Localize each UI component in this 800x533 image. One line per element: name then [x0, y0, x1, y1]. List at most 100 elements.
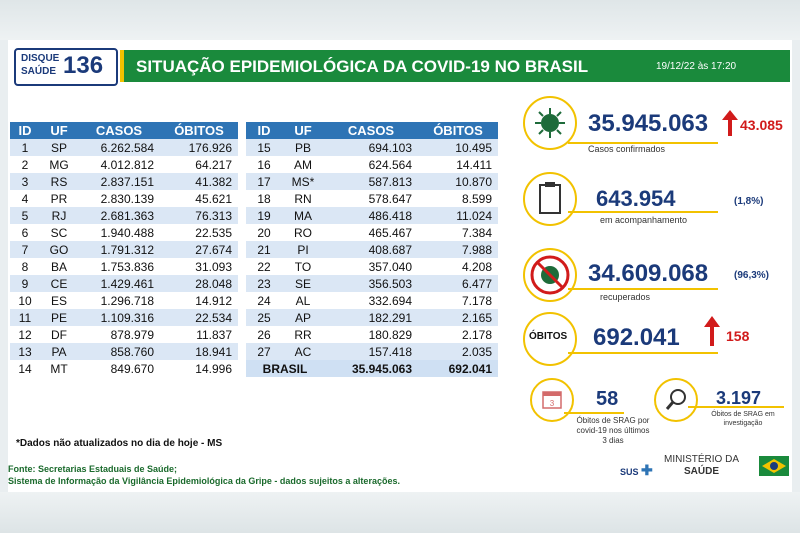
table-row: 6 SC 1.940.488 22.535 [10, 224, 238, 241]
cell-obitos: 2.165 [418, 309, 498, 326]
cell-uf: GO [40, 241, 78, 258]
cell-obitos: 28.048 [160, 275, 238, 292]
logo-line2: SAÚDE [21, 66, 57, 77]
monitoring-label: em acompanhamento [600, 215, 688, 225]
cell-uf: RR [282, 326, 324, 343]
cell-obitos: 11.024 [418, 207, 498, 224]
clipboard-icon [539, 182, 561, 214]
cell-obitos: 27.674 [160, 241, 238, 258]
infographic-card: DISQUE SAÚDE 136 SITUAÇÃO EPIDEMIOLÓGICA… [8, 40, 792, 492]
cell-obitos: 7.178 [418, 292, 498, 309]
table-row: 22 TO 357.040 4.208 [246, 258, 498, 275]
cell-casos: 180.829 [324, 326, 418, 343]
cell-casos: 1.753.836 [78, 258, 160, 275]
recovered-label: recuperados [600, 292, 651, 302]
cell-uf: TO [282, 258, 324, 275]
source-note: Fonte: Secretarias Estaduais de Saúde; S… [8, 463, 400, 487]
header-id: ID [10, 122, 40, 139]
cell-uf: PE [40, 309, 78, 326]
cell-obitos: 22.534 [160, 309, 238, 326]
cell-uf: PB [282, 139, 324, 156]
table-row: 9 CE 1.429.461 28.048 [10, 275, 238, 292]
srag-investigation-icon-ring [654, 378, 698, 422]
cell-obitos: 14.996 [160, 360, 238, 377]
cell-obitos: 176.926 [160, 139, 238, 156]
cell-uf: AC [282, 343, 324, 360]
cell-uf: RO [282, 224, 324, 241]
cross-icon: ✚ [641, 462, 653, 478]
cell-id: 22 [246, 258, 282, 275]
cell-uf: AM [282, 156, 324, 173]
deaths-badge: ÓBITOS [529, 331, 568, 342]
cell-uf: AP [282, 309, 324, 326]
cell-casos: 1.429.461 [78, 275, 160, 292]
footnote: *Dados não atualizados no dia de hoje - … [16, 438, 223, 449]
cell-obitos: 22.535 [160, 224, 238, 241]
states-table-left: ID UF CASOS ÓBITOS 1 SP 6.262.584 176.926 2 M… [10, 122, 238, 377]
table-row: 27 AC 157.418 2.035 [246, 343, 498, 360]
cell-uf: BA [40, 258, 78, 275]
cell-casos: 2.830.139 [78, 190, 160, 207]
cell-casos: 157.418 [324, 343, 418, 360]
monitoring-value: 643.954 [596, 186, 676, 211]
cell-casos: 465.467 [324, 224, 418, 241]
cell-casos: 578.647 [324, 190, 418, 207]
table-row: 11 PE 1.109.316 22.534 [10, 309, 238, 326]
monitoring-percent: (1,8%) [734, 196, 764, 207]
table-row: 23 SE 356.503 6.477 [246, 275, 498, 292]
total-row: BRASIL 35.945.063 692.041 [246, 360, 498, 377]
confirmed-increase: 43.085 [740, 117, 783, 133]
table-row: 13 PA 858.760 18.941 [10, 343, 238, 360]
source-line1: Fonte: Secretarias Estaduais de Saúde; [8, 464, 178, 474]
cell-obitos: 45.621 [160, 190, 238, 207]
cell-casos: 357.040 [324, 258, 418, 275]
cell-id: 26 [246, 326, 282, 343]
cell-obitos: 7.384 [418, 224, 498, 241]
cell-casos: 1.296.718 [78, 292, 160, 309]
total-label: BRASIL [246, 360, 324, 377]
srag-investigation-value: 3.197 [716, 388, 762, 408]
table-row: 4 PR 2.830.139 45.621 [10, 190, 238, 207]
background-bottom [0, 492, 800, 533]
cell-obitos: 4.208 [418, 258, 498, 275]
table-header-row: ID UF CASOS ÓBITOS [246, 122, 498, 139]
cell-id: 2 [10, 156, 40, 173]
header-uf: UF [40, 122, 78, 139]
cell-id: 13 [10, 343, 40, 360]
sus-logo: SUS ✚ [620, 462, 653, 478]
cell-obitos: 11.837 [160, 326, 238, 343]
cell-id: 18 [246, 190, 282, 207]
header-uf: UF [282, 122, 324, 139]
confirmed-label: Casos confirmados [588, 144, 666, 154]
srag-3days-underline [564, 412, 624, 414]
cell-uf: AL [282, 292, 324, 309]
srag-investigation-underline [688, 406, 784, 408]
svg-text:3: 3 [550, 399, 555, 408]
cell-casos: 878.979 [78, 326, 160, 343]
cell-id: 6 [10, 224, 40, 241]
title-bar: SITUAÇÃO EPIDEMIOLÓGICA DA COVID-19 NO B… [120, 50, 790, 82]
cell-casos: 6.262.584 [78, 139, 160, 156]
cell-id: 20 [246, 224, 282, 241]
cell-obitos: 18.941 [160, 343, 238, 360]
table-row: 14 MT 849.670 14.996 [10, 360, 238, 377]
cell-uf: SC [40, 224, 78, 241]
table-row: 20 RO 465.467 7.384 [246, 224, 498, 241]
srag-3days-value: 58 [596, 388, 619, 410]
recovered-value: 34.609.068 [588, 260, 709, 287]
cell-uf: CE [40, 275, 78, 292]
cell-casos: 408.687 [324, 241, 418, 258]
cell-casos: 356.503 [324, 275, 418, 292]
source-line2: Sistema de Informação da Vigilância Epid… [8, 476, 400, 486]
table-row: 7 GO 1.791.312 27.674 [10, 241, 238, 258]
cell-obitos: 6.477 [418, 275, 498, 292]
table-row: 5 RJ 2.681.363 76.313 [10, 207, 238, 224]
magnifier-icon [665, 389, 686, 410]
cell-casos: 4.012.812 [78, 156, 160, 173]
update-date: 19/12/22 às 17:20 [656, 61, 737, 72]
cell-id: 5 [10, 207, 40, 224]
deaths-underline [568, 352, 718, 354]
deaths-increase: 158 [726, 328, 750, 344]
table-row: 3 RS 2.837.151 41.382 [10, 173, 238, 190]
cell-id: 10 [10, 292, 40, 309]
